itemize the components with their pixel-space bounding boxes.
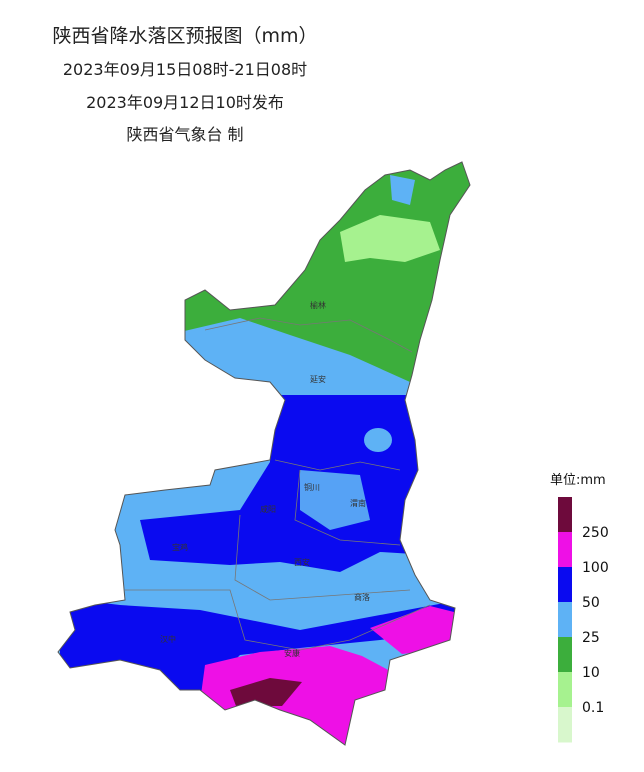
legend-swatch bbox=[558, 602, 572, 638]
legend-unit: 单位:mm bbox=[550, 473, 606, 488]
city-label: 渭南 bbox=[350, 498, 366, 508]
legend-label: 10 bbox=[582, 665, 600, 681]
zone-25-50 bbox=[150, 570, 425, 622]
boundary bbox=[234, 514, 411, 601]
zone-25-50 bbox=[300, 470, 370, 530]
boundary bbox=[274, 459, 401, 471]
legend-swatch bbox=[558, 707, 572, 743]
legend-swatch bbox=[558, 532, 572, 568]
legend-label: 100 bbox=[582, 560, 609, 576]
legend-swatch bbox=[558, 497, 572, 533]
zone-25-50 bbox=[364, 428, 392, 452]
period: 2023年09月15日08时-21日08时 bbox=[63, 60, 307, 79]
zone-25-50 bbox=[390, 175, 415, 205]
city-label: 西安 bbox=[294, 557, 310, 567]
zone-100-250 bbox=[370, 606, 462, 654]
city-label: 咸阳 bbox=[260, 504, 276, 514]
legend-label: 25 bbox=[582, 630, 600, 646]
zone-50-100 bbox=[140, 395, 430, 572]
city-label: 榆林 bbox=[310, 300, 326, 310]
boundary bbox=[204, 317, 413, 353]
city-label: 延安 bbox=[310, 374, 326, 384]
zone-0-10 bbox=[340, 215, 440, 262]
zone-250 bbox=[230, 678, 302, 706]
boundary bbox=[125, 589, 431, 651]
issuer: 陕西省气象台 制 bbox=[126, 125, 243, 144]
boundary bbox=[294, 469, 401, 546]
rain-map bbox=[58, 162, 470, 745]
zone-100-250 bbox=[200, 646, 392, 745]
boundaries bbox=[125, 317, 431, 651]
legend-label: 250 bbox=[582, 525, 609, 541]
legend-label: 0.1 bbox=[582, 700, 604, 716]
legend-swatch bbox=[558, 567, 572, 603]
city-label: 铜川 bbox=[304, 482, 320, 492]
legend-swatch bbox=[558, 672, 572, 708]
city-label: 商洛 bbox=[354, 592, 370, 602]
legend-swatch bbox=[558, 637, 572, 673]
title: 陕西省降水落区预报图（mm） bbox=[52, 25, 317, 47]
issued: 2023年09月12日10时发布 bbox=[86, 93, 284, 112]
legend-label: 50 bbox=[582, 595, 600, 611]
city-label: 宝鸡 bbox=[172, 542, 188, 552]
city-label: 安康 bbox=[284, 648, 300, 658]
city-label: 汉中 bbox=[160, 634, 176, 644]
legend: 250 100 50 25 10 0.1 bbox=[558, 497, 609, 743]
